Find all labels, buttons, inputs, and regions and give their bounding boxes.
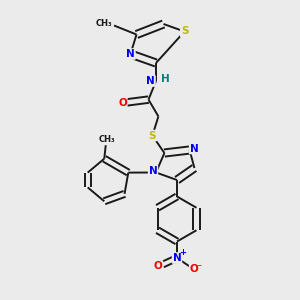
Text: O: O xyxy=(118,98,127,108)
Text: N: N xyxy=(148,166,158,176)
Text: +: + xyxy=(179,248,186,257)
Text: N: N xyxy=(146,76,155,86)
Text: N: N xyxy=(126,49,135,59)
Text: N: N xyxy=(172,253,182,263)
Text: O: O xyxy=(154,261,163,271)
Text: O: O xyxy=(190,264,199,274)
Text: ⁻: ⁻ xyxy=(196,263,201,273)
Text: CH₃: CH₃ xyxy=(96,20,113,28)
Text: CH₃: CH₃ xyxy=(99,135,116,144)
Text: S: S xyxy=(181,26,188,37)
Text: H: H xyxy=(160,74,169,85)
Text: N: N xyxy=(190,143,199,154)
Text: S: S xyxy=(149,130,156,141)
